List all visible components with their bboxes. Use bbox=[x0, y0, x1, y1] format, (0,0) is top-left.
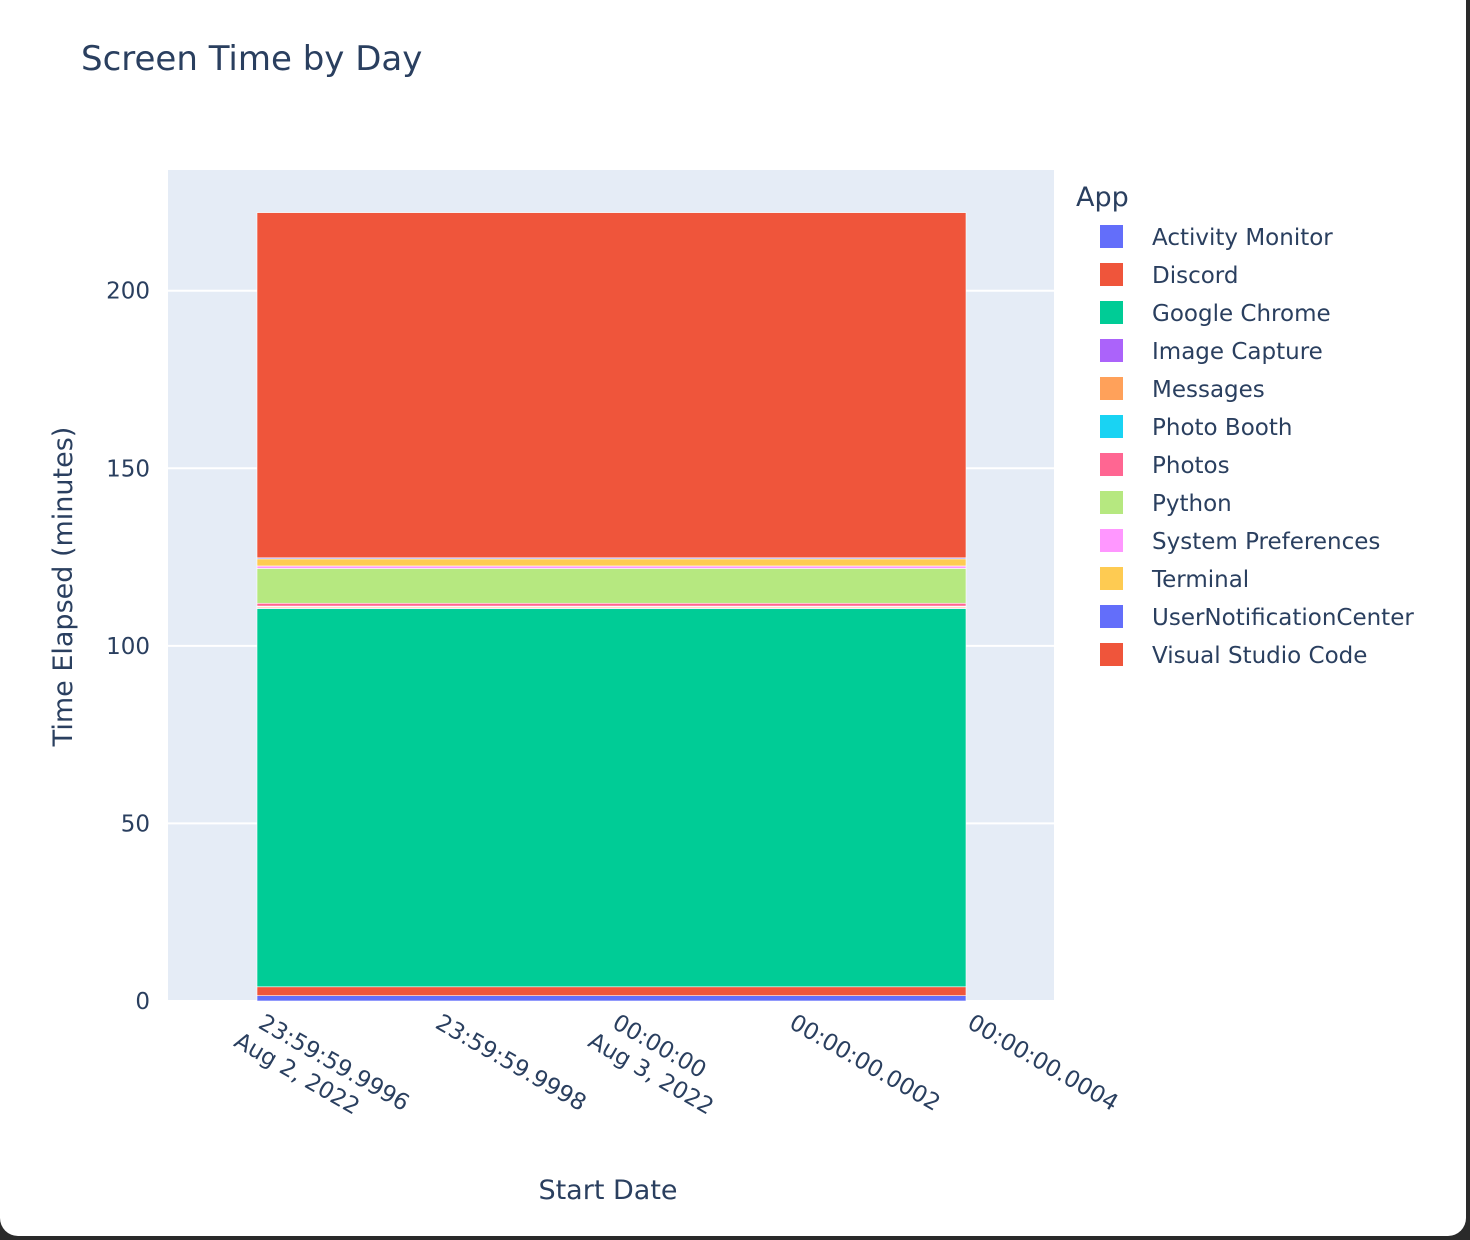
chart-title: Screen Time by Day bbox=[81, 39, 422, 79]
bar-segments bbox=[256, 212, 967, 1002]
legend-item[interactable]: Visual Studio Code bbox=[1100, 643, 1367, 669]
legend-item[interactable]: Activity Monitor bbox=[1100, 225, 1333, 251]
y-tick-label: 0 bbox=[135, 989, 150, 1015]
legend-item[interactable]: Photo Booth bbox=[1100, 415, 1292, 441]
legend-swatch bbox=[1100, 263, 1123, 286]
bar-segment[interactable] bbox=[256, 565, 967, 569]
legend-item[interactable]: Terminal bbox=[1100, 567, 1249, 593]
legend-swatch bbox=[1100, 377, 1123, 400]
bar-segment[interactable] bbox=[256, 986, 967, 996]
bar-segment[interactable] bbox=[256, 558, 967, 567]
x-tick-label: 23:59:59.9998 bbox=[431, 1010, 590, 1117]
legend-swatch bbox=[1100, 491, 1123, 514]
y-tick-label: 150 bbox=[106, 456, 150, 482]
y-axis-label: Time Elapsed (minutes) bbox=[48, 427, 79, 748]
legend-label: System Preferences bbox=[1152, 529, 1380, 555]
legend-swatch bbox=[1100, 301, 1123, 324]
legend-swatch bbox=[1100, 567, 1123, 590]
legend-item[interactable]: Messages bbox=[1100, 377, 1265, 403]
legend-label: Discord bbox=[1152, 263, 1238, 289]
x-tick-label: 00:00:00Aug 3, 2022 bbox=[584, 1004, 732, 1121]
legend-item[interactable]: Google Chrome bbox=[1100, 301, 1331, 327]
bar-segment[interactable] bbox=[256, 602, 967, 607]
legend-label: Visual Studio Code bbox=[1152, 643, 1367, 669]
legend-label: Activity Monitor bbox=[1152, 225, 1333, 251]
bar-segment[interactable] bbox=[256, 995, 967, 1002]
x-axis-label: Start Date bbox=[538, 1175, 677, 1206]
legend-item[interactable]: Image Capture bbox=[1100, 339, 1323, 365]
legend-item[interactable]: System Preferences bbox=[1100, 529, 1380, 555]
legend-item[interactable]: Python bbox=[1100, 491, 1232, 517]
y-tick-label: 100 bbox=[106, 634, 150, 660]
legend-item[interactable]: Photos bbox=[1100, 453, 1230, 479]
bar-segment[interactable] bbox=[256, 568, 967, 604]
legend[interactable]: App Activity Monitor Discord Google Chrome… bbox=[1076, 182, 1414, 669]
legend-swatch bbox=[1100, 605, 1123, 628]
x-tick-label: 23:59:59.9996Aug 2, 2022 bbox=[230, 1004, 414, 1141]
x-tick-label: 00:00:00.0004 bbox=[963, 1010, 1122, 1117]
legend-swatch bbox=[1100, 453, 1123, 476]
legend-swatch bbox=[1100, 339, 1123, 362]
legend-swatch bbox=[1100, 225, 1123, 248]
legend-item[interactable]: UserNotificationCenter bbox=[1100, 605, 1414, 631]
legend-label: Python bbox=[1152, 491, 1232, 517]
y-tick-label: 200 bbox=[106, 279, 150, 305]
legend-label: Messages bbox=[1152, 377, 1265, 403]
legend-label: Image Capture bbox=[1152, 339, 1323, 365]
legend-label: Google Chrome bbox=[1152, 301, 1331, 327]
bar-segment[interactable] bbox=[256, 212, 967, 559]
legend-label: UserNotificationCenter bbox=[1152, 605, 1414, 631]
legend-label: Photos bbox=[1152, 453, 1230, 479]
legend-label: Photo Booth bbox=[1152, 415, 1292, 441]
legend-swatch bbox=[1100, 415, 1123, 438]
legend-label: Terminal bbox=[1151, 567, 1249, 593]
x-axis-ticks: 23:59:59.9996Aug 2, 2022 23:59:59.9998 00:… bbox=[230, 1004, 1123, 1141]
legend-swatch bbox=[1100, 529, 1123, 552]
legend-item[interactable]: Discord bbox=[1100, 263, 1238, 289]
x-tick-label: 00:00:00.0002 bbox=[785, 1010, 944, 1117]
legend-title: App bbox=[1076, 182, 1129, 213]
y-tick-label: 50 bbox=[121, 811, 150, 837]
y-axis-ticks: 0 50 100 150 200 bbox=[106, 279, 150, 1015]
bar-segment[interactable] bbox=[256, 608, 967, 988]
legend-swatch bbox=[1100, 643, 1123, 666]
